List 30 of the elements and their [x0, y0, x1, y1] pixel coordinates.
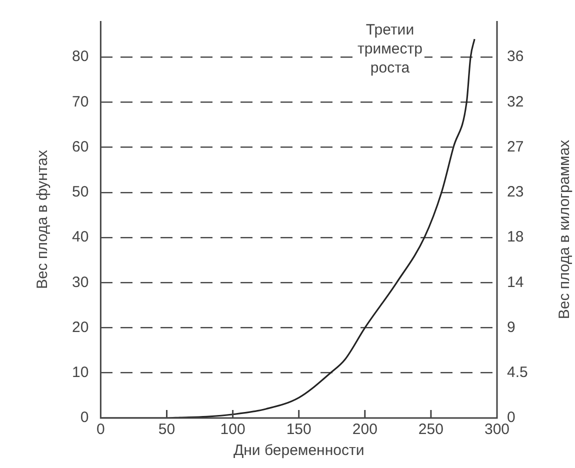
annotation: Третии триместр роста [358, 22, 422, 77]
y2-tick-label: 23 [507, 184, 524, 201]
x-tick-label: 50 [158, 421, 176, 438]
y2-tick-label: 18 [507, 228, 524, 246]
y2-tick-label: 32 [507, 93, 524, 110]
y-tick-label: 20 [72, 318, 89, 336]
x-tick-label: 100 [220, 421, 246, 438]
y-tick-label: 40 [72, 228, 89, 246]
y2-tick-label: 14 [507, 274, 524, 291]
y2-tick-label: 27 [507, 138, 524, 156]
x-tick-label: 150 [286, 421, 312, 438]
x-axis-title: Дни беременности [233, 442, 364, 460]
x-tick-label: 200 [352, 421, 378, 438]
y-tick-label: 60 [72, 138, 89, 156]
x-tick-label: 0 [96, 421, 105, 438]
y2-tick-label: 0 [507, 409, 516, 426]
line-series [100, 38, 476, 418]
y-tick-label: 80 [72, 48, 89, 66]
y-tick-label: 50 [72, 184, 89, 201]
x-tick-label: 250 [418, 421, 444, 438]
x-tick-label: 300 [484, 421, 510, 438]
y2-tick-label: 9 [507, 318, 516, 336]
y2-axis-title: Вес плода в килограммах [556, 139, 574, 320]
y-tick-label: 10 [72, 364, 89, 382]
y2-tick-label: 4.5 [507, 364, 528, 382]
y-tick-label: 30 [72, 274, 89, 291]
y2-tick-label: 36 [507, 48, 524, 66]
y-axis-title: Вес плода в фунтах [34, 150, 52, 289]
y-tick-label: 70 [72, 93, 89, 110]
y-tick-label: 0 [80, 409, 89, 426]
